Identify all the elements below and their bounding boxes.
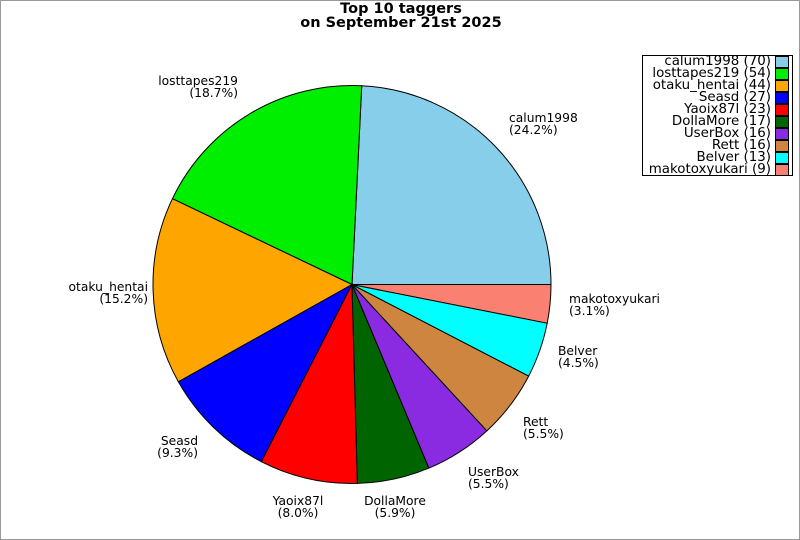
legend-swatch-Yaoix87l: [775, 103, 789, 116]
slice-label-percent: (8.0%): [277, 506, 319, 521]
slice-label-percent: (5.5%): [523, 427, 564, 442]
chart-title-line1: Top 10 taggers: [340, 1, 462, 17]
pie-slice-otaku_hentai: [152, 198, 354, 383]
slice-label-name: DollaMore: [364, 494, 426, 508]
slice-label-name: Seasd: [160, 434, 198, 448]
legend-row-calum1998: calum1998 (70): [645, 53, 790, 69]
slice-label-DollaMore: DollaMore (5.9%): [295, 494, 495, 521]
legend-row-losttapes219: losttapes219 (54): [645, 65, 790, 81]
slice-label-name: Rett: [523, 415, 549, 429]
slice-label-percent: (24.2%): [509, 123, 558, 138]
legend-label: Yaoix87l (23): [684, 101, 771, 117]
legend-swatch-Rett: [775, 139, 789, 152]
slice-label-name: calum1998: [509, 111, 578, 125]
slice-label-UserBox: UserBox (5.5%): [468, 465, 668, 492]
chart-title: Top 10 taggers on September 21st 2025: [1, 1, 799, 31]
legend-swatch-otaku_hentai: [775, 79, 789, 92]
slice-label-percent: (9.3%): [157, 446, 198, 461]
chart-title-line2: on September 21st 2025: [300, 14, 502, 31]
slice-label-otaku_hentai: otaku_hentai (15.2%): [1, 280, 149, 307]
slice-label-Belver: Belver (4.5%): [558, 344, 758, 371]
legend-swatch-Seasd: [775, 91, 789, 104]
legend-label: Belver (13): [696, 149, 771, 165]
legend-row-Rett: Rett (16): [645, 137, 790, 153]
legend-row-DollaMore: DollaMore (17): [645, 113, 790, 129]
slice-label-makotoxyukari: makotoxyukari (3.1%): [569, 292, 769, 319]
legend-row-UserBox: UserBox (16): [645, 125, 790, 141]
legend-label: Seasd (27): [698, 89, 771, 105]
slice-label-name: UserBox: [468, 465, 519, 479]
slice-label-percent: (4.5%): [558, 356, 599, 371]
slice-label-losttapes219: losttapes219 (18.7%): [38, 74, 238, 101]
legend-swatch-calum1998: [775, 55, 789, 68]
slice-label-name: Belver: [558, 344, 598, 358]
legend-swatch-Belver: [775, 151, 789, 164]
pie-slice-Seasd: [177, 283, 354, 463]
legend-box: calum1998 (70) losttapes219 (54) otaku_hen…: [642, 53, 793, 177]
slice-label-name: otaku_hentai: [68, 280, 149, 294]
legend-label: DollaMore (17): [671, 113, 771, 129]
slice-label-percent: (5.9%): [374, 506, 416, 521]
slice-label-calum1998: calum1998 (24.2%): [509, 111, 709, 138]
legend-swatch-DollaMore: [775, 115, 789, 128]
slice-label-name: losttapes219: [158, 74, 238, 88]
legend-row-otaku_hentai: otaku_hentai (44): [645, 77, 790, 93]
pie-slice-Yaoix87l: [260, 284, 358, 484]
legend-label: calum1998 (70): [664, 53, 771, 69]
legend-row-Yaoix87l: Yaoix87l (23): [645, 101, 790, 117]
pie-slice-calum1998: [351, 85, 552, 285]
legend-swatch-makotoxyukari: [775, 163, 789, 176]
legend-swatch-UserBox: [775, 127, 789, 140]
slice-label-Seasd: Seasd (9.3%): [1, 434, 198, 461]
legend-label: losttapes219 (54): [652, 65, 771, 81]
pie-slice-makotoxyukari: [351, 284, 552, 324]
legend-row-Seasd: Seasd (27): [645, 89, 790, 105]
pie-slice-losttapes219: [171, 85, 363, 286]
slice-label-Yaoix87l: Yaoix87l (8.0%): [198, 494, 398, 521]
legend-label: UserBox (16): [683, 125, 771, 141]
slice-label-percent: (18.7%): [189, 86, 238, 101]
legend-row-makotoxyukari: makotoxyukari (9): [645, 161, 790, 177]
legend-row-Belver: Belver (13): [645, 149, 790, 165]
legend-label: Rett (16): [711, 137, 771, 153]
slice-label-percent: (5.5%): [468, 477, 509, 492]
slice-label-percent: (15.2%): [99, 292, 148, 307]
legend-label: makotoxyukari (9): [648, 161, 771, 177]
slice-label-name: Yaoix87l: [272, 494, 324, 508]
legend-label: otaku_hentai (44): [652, 77, 771, 93]
legend-swatch-losttapes219: [775, 67, 789, 80]
slice-label-percent: (3.1%): [569, 304, 610, 319]
slice-label-Rett: Rett (5.5%): [523, 415, 723, 442]
slice-label-name: makotoxyukari: [569, 292, 660, 306]
